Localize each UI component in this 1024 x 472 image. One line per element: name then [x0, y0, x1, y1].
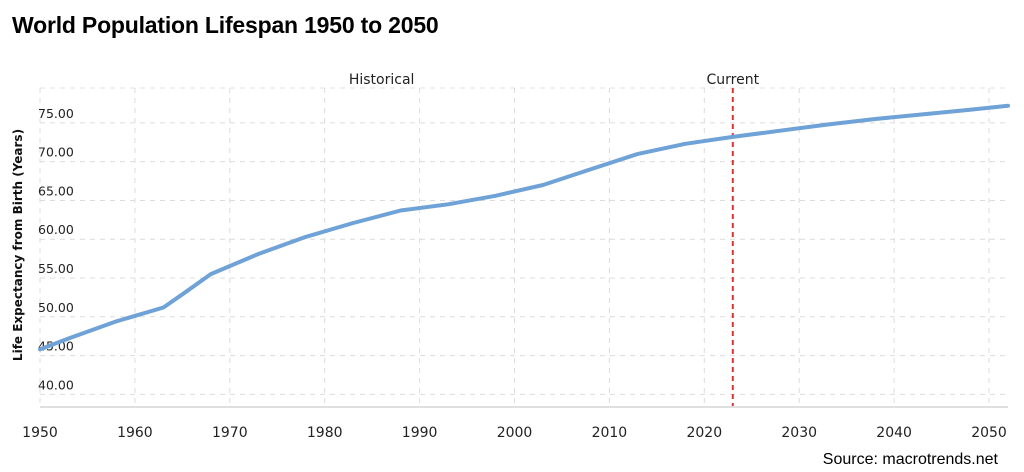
data-point — [588, 167, 592, 171]
y-axis-label: Life Expectancy from Birth (Years) — [11, 129, 25, 361]
life-expectancy-chart: 40.00 45.00 50.00 55.00 60.00 65.00 70.00 75.00… — [11, 72, 1010, 441]
x-tick-label: 2050 — [971, 425, 1007, 441]
source-credit: Source: macrotrends.net — [822, 451, 998, 468]
y-tick-label: 65.00 — [38, 183, 74, 198]
y-tick-label: 55.00 — [38, 261, 74, 276]
x-tick-label: 1980 — [307, 425, 343, 441]
x-tick-label: 2040 — [876, 425, 912, 441]
data-point — [161, 306, 165, 309]
x-tick-label: 2030 — [781, 425, 817, 441]
data-point — [968, 108, 972, 112]
y-tick-label: 60.00 — [38, 222, 74, 237]
annotation-label: Current — [706, 72, 759, 88]
y-tick-label: 70.00 — [38, 145, 74, 160]
y-tick-label: 45.00 — [38, 339, 74, 354]
series-layer — [38, 103, 1010, 352]
data-point — [38, 347, 42, 351]
data-point — [399, 209, 403, 212]
data-point — [209, 272, 213, 276]
data-point — [683, 142, 687, 146]
data-point — [494, 194, 497, 198]
x-tick-label: 1960 — [117, 425, 153, 441]
x-tick-label: 1950 — [22, 425, 58, 441]
data-point — [778, 129, 782, 133]
series-line — [38, 103, 1010, 352]
data-point — [873, 117, 877, 121]
annotation-label: Historical — [349, 72, 415, 88]
data-point — [446, 202, 450, 206]
data-point — [636, 152, 640, 156]
data-point — [1006, 104, 1010, 108]
x-tick-label: 2010 — [592, 425, 628, 441]
data-point — [114, 320, 118, 323]
y-tick-label: 40.00 — [38, 377, 74, 392]
data-point — [541, 183, 545, 187]
data-point — [351, 221, 355, 225]
period-annotations: Historical Current — [349, 72, 760, 406]
data-point — [826, 123, 830, 126]
chart-title: World Population Lifespan 1950 to 2050 — [12, 12, 439, 38]
gridlines — [39, 87, 1008, 408]
data-point — [731, 135, 735, 139]
data-point — [304, 235, 308, 239]
data-point — [180, 292, 184, 296]
y-tick-label: 50.00 — [38, 300, 74, 315]
y-tick-label: 75.00 — [38, 106, 74, 121]
data-point — [256, 252, 260, 256]
x-axis-ticks: 1950 1960 1970 1980 1990 2000 2010 2020 2030 2040… — [22, 425, 1007, 441]
y-axis-ticks: 40.00 45.00 50.00 55.00 60.00 65.00 70.00 75.00 — [38, 106, 74, 392]
x-tick-label: 2020 — [686, 425, 722, 441]
data-point — [67, 337, 70, 340]
x-tick-label: 1970 — [212, 425, 248, 441]
x-tick-label: 1990 — [402, 425, 438, 441]
data-point — [921, 112, 925, 116]
x-tick-label: 2000 — [497, 425, 533, 441]
